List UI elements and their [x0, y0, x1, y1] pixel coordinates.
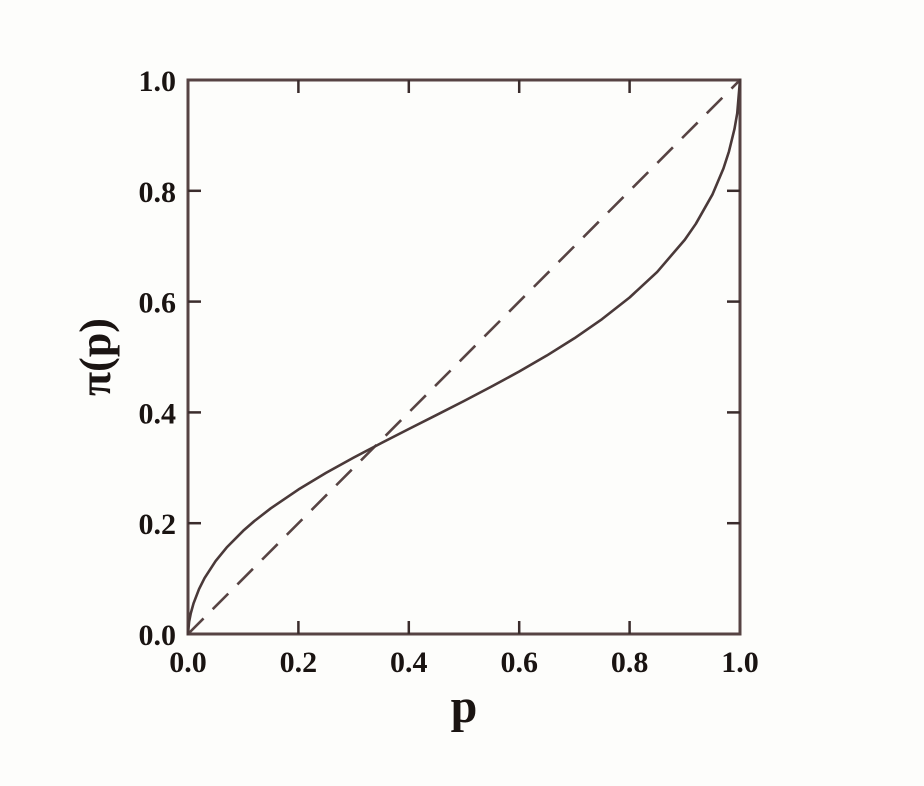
y-tick-label: 0.8 [139, 176, 177, 209]
y-tick-label: 1.0 [139, 65, 177, 98]
y-tick-label: 0.2 [139, 508, 177, 541]
y-axis-title: π(p) [71, 318, 120, 396]
identity-diagonal-line [187, 79, 741, 635]
y-tick-label: 0.6 [139, 287, 177, 320]
x-axis-tick-labels: 0.0 0.2 0.4 0.6 0.8 1.0 [169, 646, 759, 679]
axis-ticks [188, 80, 740, 634]
x-axis-title: p [451, 680, 478, 733]
x-tick-label: 1.0 [721, 646, 759, 679]
y-tick-label: 0.0 [139, 619, 177, 652]
y-axis-tick-labels: 0.0 0.2 0.4 0.6 0.8 1.0 [139, 65, 177, 652]
x-tick-label: 0.8 [611, 646, 649, 679]
weighting-curve-line [186, 78, 742, 636]
x-tick-label: 0.6 [500, 646, 538, 679]
x-tick-label: 0.4 [390, 646, 428, 679]
x-tick-label: 0.2 [280, 646, 318, 679]
y-tick-label: 0.4 [139, 397, 177, 430]
x-tick-label: 0.0 [169, 646, 207, 679]
plot-frame [186, 78, 742, 636]
